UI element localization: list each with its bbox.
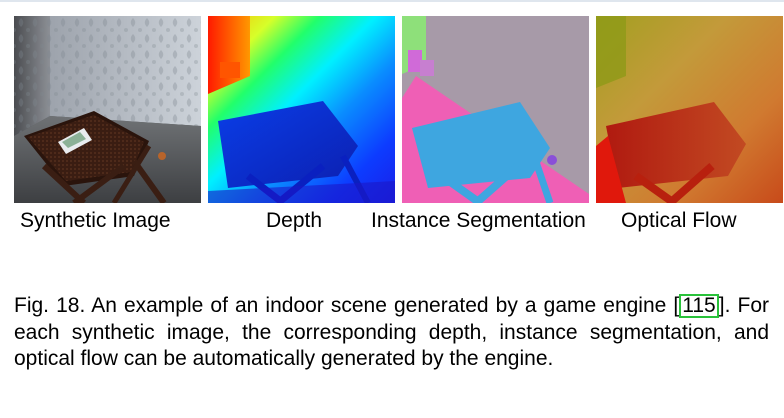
citation-close-bracket: ] (718, 294, 725, 317)
synthetic-image-icon (14, 16, 201, 203)
depth-map-icon (208, 16, 395, 203)
synthetic-image (14, 16, 201, 203)
caption-text-prefix: Fig. 18. An example of an indoor scene g… (14, 294, 674, 317)
optical-flow-icon (596, 16, 783, 203)
optical-flow-image (596, 16, 783, 203)
instance-segmentation-image (402, 16, 589, 203)
label-synthetic-image: Synthetic Image (20, 209, 171, 232)
figure-caption: Fig. 18. An example of an indoor scene g… (14, 293, 769, 373)
depth-image (208, 16, 395, 203)
label-instance-segmentation: Instance Segmentation (371, 209, 586, 232)
citation-open-bracket: [ (673, 294, 680, 317)
top-border (0, 0, 784, 2)
citation-link[interactable]: 115 (679, 294, 719, 318)
caption-text-suffix: . For each synthetic image, the correspo… (14, 294, 769, 370)
instance-segmentation-icon (402, 16, 589, 203)
label-optical-flow: Optical Flow (621, 209, 737, 232)
label-depth: Depth (266, 209, 323, 232)
